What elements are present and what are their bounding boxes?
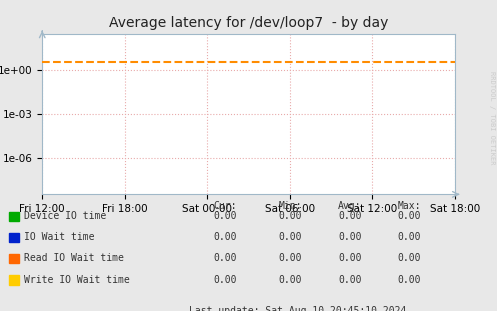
Title: Average latency for /dev/loop7  - by day: Average latency for /dev/loop7 - by day: [109, 16, 388, 30]
Text: Avg:: Avg:: [338, 201, 361, 211]
Text: Write IO Wait time: Write IO Wait time: [24, 275, 130, 285]
Text: Device IO time: Device IO time: [24, 211, 106, 221]
Text: 0.00: 0.00: [398, 232, 421, 242]
Text: 0.00: 0.00: [338, 253, 361, 263]
Text: 0.00: 0.00: [278, 211, 302, 221]
Text: Last update: Sat Aug 10 20:45:10 2024: Last update: Sat Aug 10 20:45:10 2024: [189, 306, 406, 311]
Text: 0.00: 0.00: [214, 253, 237, 263]
Text: Read IO Wait time: Read IO Wait time: [24, 253, 124, 263]
Text: Max:: Max:: [398, 201, 421, 211]
Text: 0.00: 0.00: [214, 232, 237, 242]
Text: 0.00: 0.00: [338, 275, 361, 285]
Text: 0.00: 0.00: [398, 275, 421, 285]
Text: 0.00: 0.00: [398, 253, 421, 263]
Text: 0.00: 0.00: [278, 253, 302, 263]
Text: Min:: Min:: [278, 201, 302, 211]
Text: 0.00: 0.00: [338, 232, 361, 242]
Text: Cur:: Cur:: [214, 201, 237, 211]
Text: IO Wait time: IO Wait time: [24, 232, 94, 242]
Text: 0.00: 0.00: [214, 275, 237, 285]
Text: RRDTOOL / TOBI OETIKER: RRDTOOL / TOBI OETIKER: [489, 72, 495, 165]
Text: 0.00: 0.00: [338, 211, 361, 221]
Text: 0.00: 0.00: [398, 211, 421, 221]
Text: 0.00: 0.00: [278, 232, 302, 242]
Text: 0.00: 0.00: [214, 211, 237, 221]
Text: 0.00: 0.00: [278, 275, 302, 285]
